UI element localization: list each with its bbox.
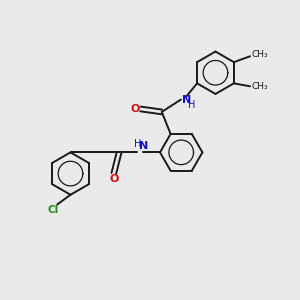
- Text: H: H: [134, 139, 141, 149]
- Text: O: O: [109, 174, 119, 184]
- Text: CH₃: CH₃: [251, 50, 268, 59]
- Text: Cl: Cl: [48, 205, 59, 215]
- Text: O: O: [130, 104, 140, 114]
- Text: H: H: [188, 100, 196, 110]
- Text: CH₃: CH₃: [251, 82, 268, 91]
- Text: N: N: [182, 94, 191, 104]
- Text: N: N: [139, 142, 148, 152]
